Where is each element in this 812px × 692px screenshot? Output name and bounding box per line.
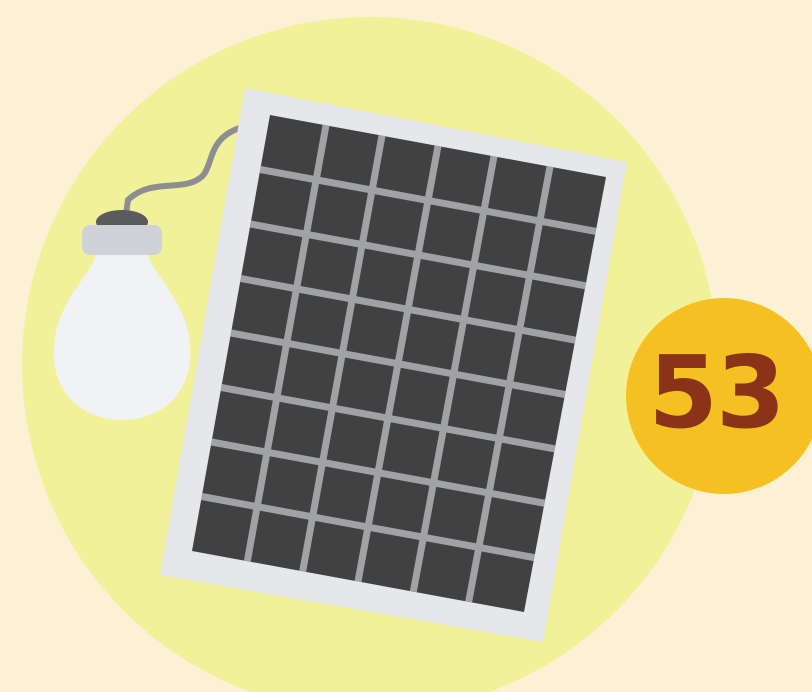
number-badge: 53 — [626, 298, 812, 494]
panel-grid-horizontal-line — [230, 329, 566, 398]
badge-number: 53 — [648, 334, 785, 451]
solar-panel-icon — [160, 88, 627, 642]
panel-grid-horizontal-line — [220, 384, 556, 453]
light-bulb-icon — [53, 210, 191, 420]
panel-grid-horizontal-line — [201, 493, 535, 562]
panel-grid-horizontal-line — [210, 438, 546, 507]
panel-grid-horizontal-line — [240, 275, 576, 344]
panel-grid-horizontal-line — [259, 166, 597, 235]
panel-grid — [201, 124, 597, 603]
bulb-base — [82, 225, 162, 255]
bulb-glass — [53, 248, 191, 420]
panel-grid-horizontal-line — [249, 220, 587, 290]
power-cord — [123, 123, 251, 217]
